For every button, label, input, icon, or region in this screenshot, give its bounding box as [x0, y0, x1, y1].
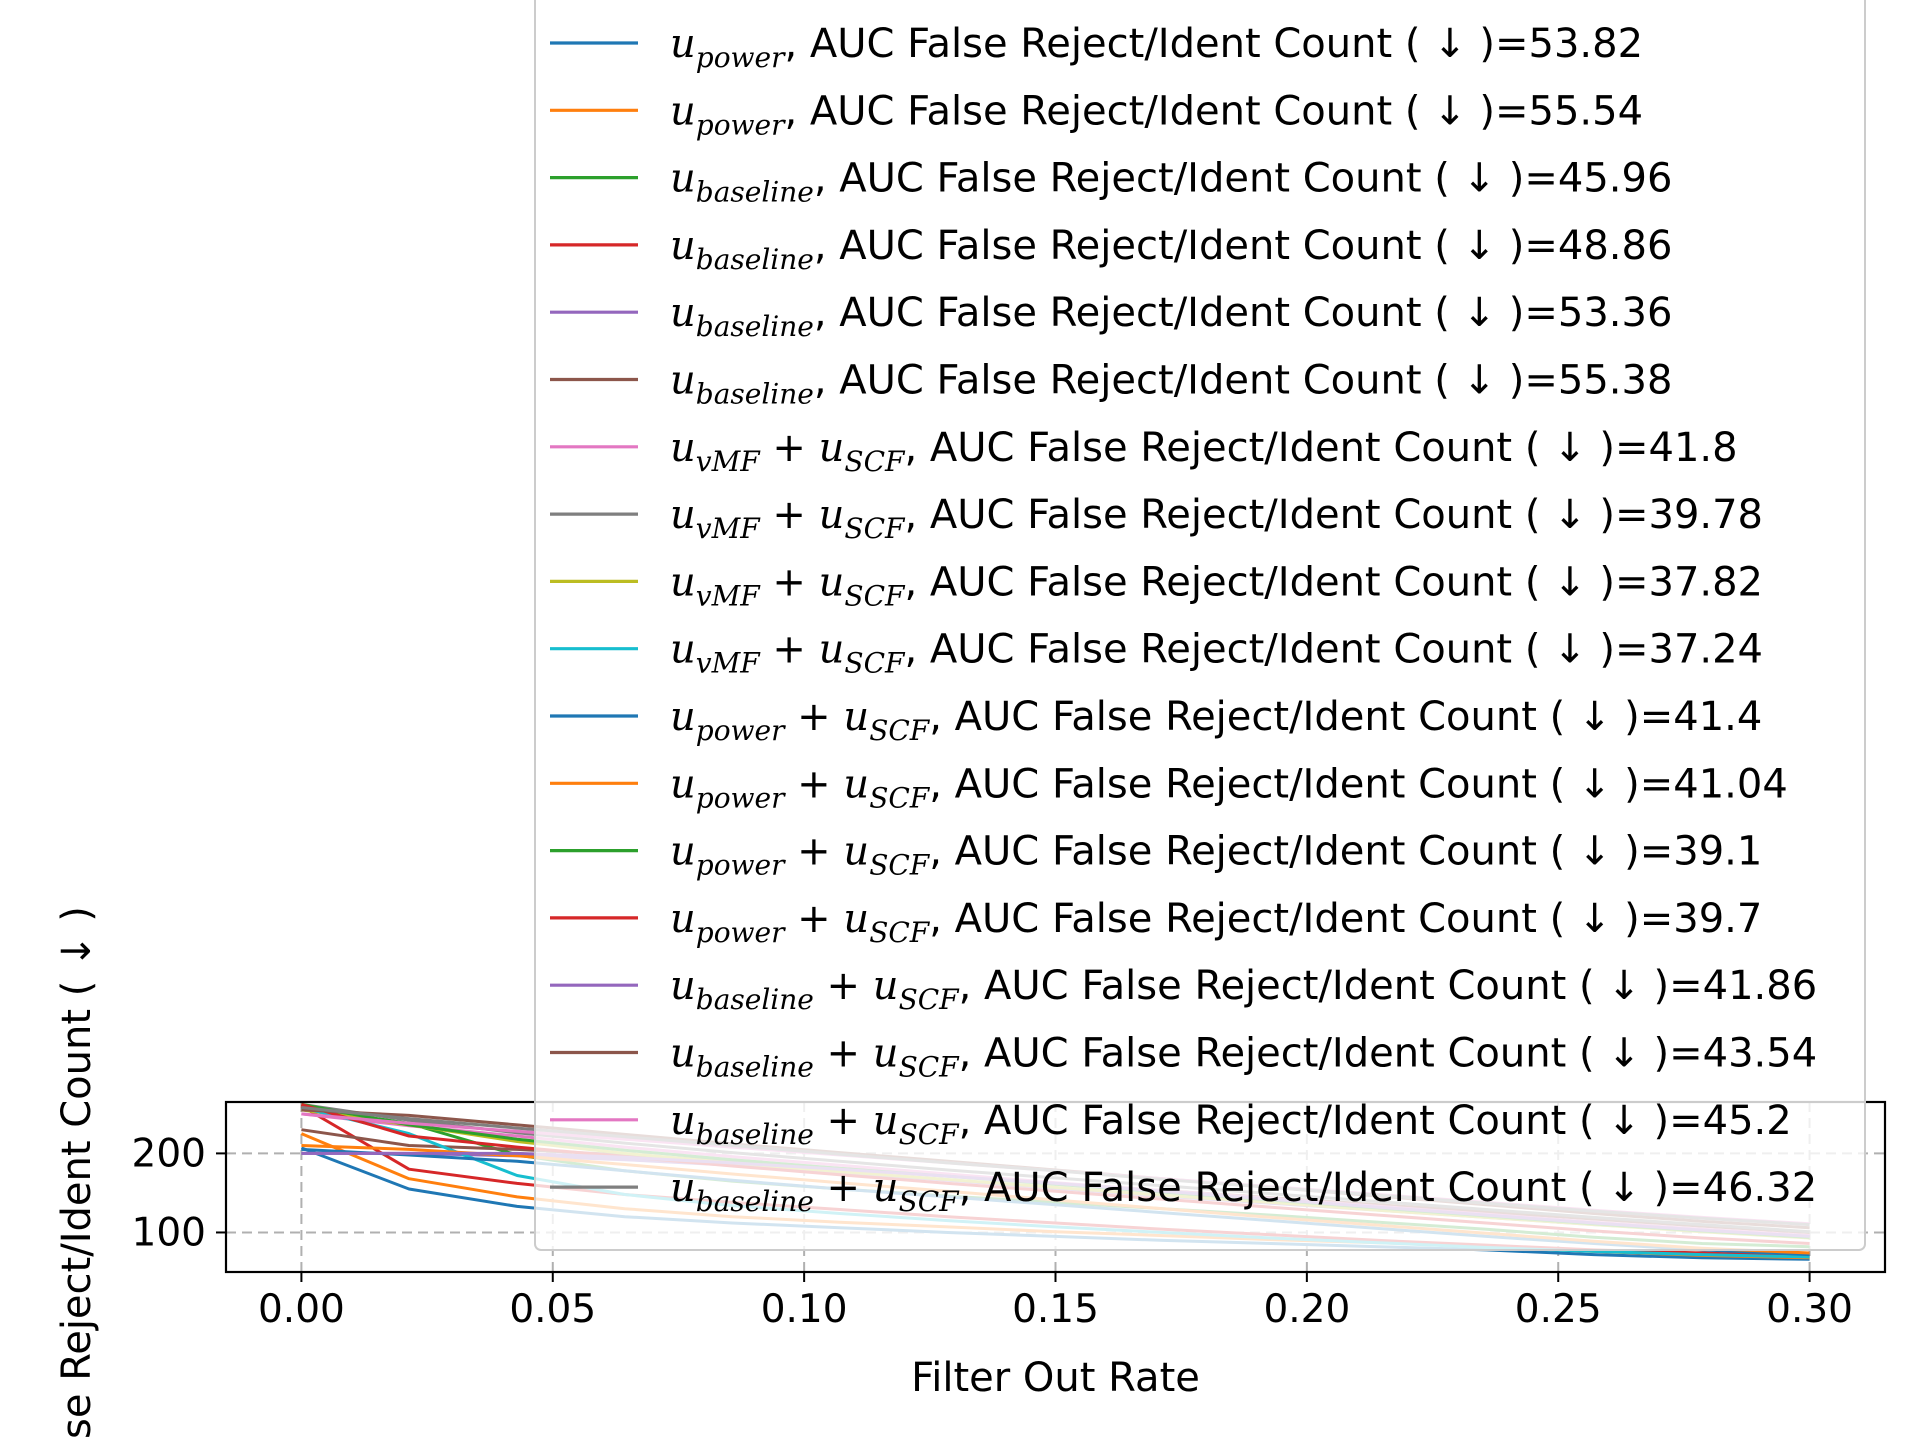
- x-tick-label: 0.05: [509, 1287, 596, 1332]
- legend-entry-label: uvMF + uSCF, AUC False Reject/Ident Coun…: [670, 627, 1763, 680]
- legend-box: [534, 0, 1866, 1251]
- legend-entry-label: upower + uSCF, AUC False Reject/Ident Co…: [670, 694, 1762, 747]
- legend-entry-label: uvMF + uSCF, AUC False Reject/Ident Coun…: [670, 559, 1763, 612]
- y-tick-label: 200: [132, 1131, 206, 1176]
- legend-entry-label: upower + uSCF, AUC False Reject/Ident Co…: [670, 896, 1762, 949]
- x-axis-label: Filter Out Rate: [911, 1355, 1200, 1401]
- legend-entry-label: upower, AUC False Reject/Ident Count ( ↓…: [670, 88, 1643, 141]
- legend-entry-label: ubaseline + uSCF, AUC False Reject/Ident…: [670, 1165, 1817, 1218]
- legend-entry-label: upower, AUC False Reject/Ident Count ( ↓…: [670, 21, 1643, 74]
- x-tick-label: 0.00: [258, 1287, 345, 1332]
- legend-entry-label: ubaseline, AUC False Reject/Ident Count …: [670, 290, 1672, 343]
- legend-entry-label: ubaseline, AUC False Reject/Ident Count …: [670, 223, 1672, 276]
- legend: upower, AUC False Reject/Ident Count ( ↓…: [534, 0, 1866, 1251]
- y-axis: 100 200: [132, 1131, 226, 1255]
- x-tick-label: 0.10: [761, 1287, 848, 1332]
- legend-entry-label: ubaseline + uSCF, AUC False Reject/Ident…: [670, 1098, 1792, 1151]
- legend-entry-label: ubaseline, AUC False Reject/Ident Count …: [670, 358, 1672, 411]
- legend-entry-label: uvMF + uSCF, AUC False Reject/Ident Coun…: [670, 425, 1738, 478]
- legend-entry-label: ubaseline + uSCF, AUC False Reject/Ident…: [670, 1031, 1817, 1084]
- x-tick-label: 0.30: [1766, 1287, 1853, 1332]
- y-tick-label: 100: [132, 1210, 206, 1255]
- legend-entry-label: upower + uSCF, AUC False Reject/Ident Co…: [670, 829, 1762, 882]
- y-axis-label: False Reject/Ident Count ( ↓ ): [54, 906, 100, 1440]
- legend-entry-label: uvMF + uSCF, AUC False Reject/Ident Coun…: [670, 492, 1763, 545]
- x-tick-label: 0.20: [1263, 1287, 1350, 1332]
- legend-entry-label: ubaseline + uSCF, AUC False Reject/Ident…: [670, 963, 1817, 1016]
- x-axis: 0.00 0.05 0.10 0.15 0.20 0.25 0.30: [258, 1272, 1853, 1332]
- x-tick-label: 0.25: [1515, 1287, 1602, 1332]
- legend-entry-label: upower + uSCF, AUC False Reject/Ident Co…: [670, 761, 1788, 814]
- legend-entry-label: ubaseline, AUC False Reject/Ident Count …: [670, 156, 1672, 209]
- x-tick-label: 0.15: [1012, 1287, 1099, 1332]
